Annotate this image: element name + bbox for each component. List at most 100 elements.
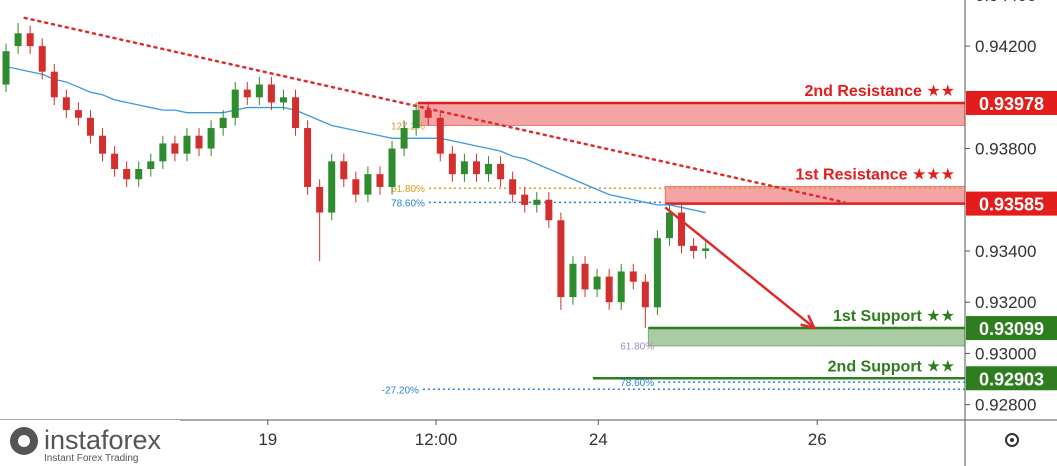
candle-body <box>412 110 420 129</box>
price-tag <box>966 316 1057 341</box>
price-tag-label: 0.93099 <box>979 319 1044 339</box>
candle-body <box>304 128 312 187</box>
candle-body <box>678 212 686 246</box>
price-tags: 0.93978 0.93585 0.93099 0.92903 <box>966 90 1057 391</box>
candle-body <box>545 199 553 221</box>
fib-label: 61.80% <box>391 184 425 195</box>
candle-body <box>690 245 698 251</box>
candle-body <box>99 135 107 154</box>
candle-body <box>219 117 227 129</box>
gear[interactable] <box>1005 433 1019 447</box>
candle-body <box>62 97 70 111</box>
candle-body <box>316 186 324 213</box>
arrow-head <box>800 314 817 330</box>
settings-icon[interactable] <box>1005 433 1019 447</box>
candle-body <box>653 238 661 308</box>
candle-body <box>352 179 360 195</box>
level-zone <box>664 185 965 205</box>
candle-body <box>581 263 589 290</box>
candle-body <box>86 117 94 136</box>
gear-center <box>1010 438 1014 442</box>
level-zone <box>647 327 965 347</box>
candle-body <box>533 199 541 205</box>
candle-body <box>485 163 493 175</box>
price-tag-label: 0.93585 <box>979 195 1044 215</box>
candle-body <box>364 174 372 195</box>
candle-body <box>243 89 251 98</box>
candle-body <box>448 153 456 175</box>
candle-body <box>123 169 131 180</box>
candle-body <box>111 153 119 170</box>
plot-area: 2nd Resistance ★★ 1st Resistance ★★★ 1st S… <box>2 16 965 396</box>
y-tick-label: 0.93400 <box>975 242 1036 261</box>
candle-body <box>207 128 215 149</box>
candle-body <box>2 51 10 85</box>
level-label: 1st Support ★★ <box>833 308 955 325</box>
candle-body <box>159 143 167 162</box>
y-tick-label: 0.93800 <box>975 140 1036 159</box>
y-tick-label: 0.93000 <box>975 344 1036 363</box>
candle-body <box>171 143 179 154</box>
candle-body <box>292 97 300 129</box>
candle-body <box>183 135 191 154</box>
price-tag <box>966 191 1057 216</box>
candle-body <box>665 212 673 239</box>
candle-body <box>702 248 710 251</box>
arrow <box>664 206 816 329</box>
fib-label: 78.60% <box>620 378 654 389</box>
candle-body <box>147 161 155 170</box>
candle-body <box>135 169 143 180</box>
candle-body <box>195 135 203 149</box>
candle-body <box>629 271 637 282</box>
candle-body <box>641 281 649 308</box>
moving-average <box>5 65 706 214</box>
candle-body <box>460 161 468 175</box>
price-tag-label: 0.93978 <box>979 94 1044 114</box>
candle-body <box>376 174 384 187</box>
logo: instaforex Instant Forex Trading <box>0 420 180 466</box>
x-tick-label: 26 <box>808 430 827 449</box>
x-tick-label: 12:00 <box>415 430 458 449</box>
candle-body <box>231 89 239 118</box>
y-tick-label: 0.93200 <box>975 293 1036 312</box>
candle-body <box>497 163 505 180</box>
candle-body <box>521 194 529 205</box>
brand-name: instaforex <box>44 425 162 455</box>
candle-body <box>472 161 480 175</box>
level-label: 2nd Resistance ★★ <box>804 83 955 100</box>
candle-body <box>279 97 287 103</box>
candle-body <box>424 110 432 118</box>
candle-body <box>74 110 82 118</box>
level-label: 2nd Support ★★ <box>828 358 955 375</box>
candle-body <box>340 161 348 180</box>
candle-body <box>557 220 565 298</box>
candle-body <box>26 33 34 47</box>
candle-body <box>400 128 408 149</box>
trendline <box>23 16 846 204</box>
candle-body <box>605 276 613 303</box>
y-tick-label: 0.94400 <box>975 0 1036 5</box>
candle-body <box>38 46 46 72</box>
fib-label: 78.60% <box>391 198 425 209</box>
logo-icon-center <box>18 435 30 447</box>
fib-label: -27.20% <box>382 385 419 396</box>
candle-body <box>328 161 336 213</box>
level-zone <box>417 102 965 126</box>
level-label: 1st Resistance ★★★ <box>795 166 955 183</box>
price-tag <box>966 366 1057 391</box>
candle-body <box>436 117 444 154</box>
x-tick-label: 19 <box>258 430 277 449</box>
candle-body <box>267 84 275 103</box>
y-tick-label: 0.92800 <box>975 396 1036 415</box>
brand-tagline: Instant Forex Trading <box>44 453 139 464</box>
x-tick-label: 24 <box>589 430 608 449</box>
axes: 0.94400 0.94200 0.93800 0.93400 0.93200 0.930… <box>258 0 1036 449</box>
candle-body <box>388 148 396 187</box>
price-tag-label: 0.92903 <box>979 369 1044 389</box>
fib-label: 127.2% <box>391 121 425 132</box>
fib-label: 61.80% <box>620 342 654 353</box>
candle-body <box>50 71 58 98</box>
